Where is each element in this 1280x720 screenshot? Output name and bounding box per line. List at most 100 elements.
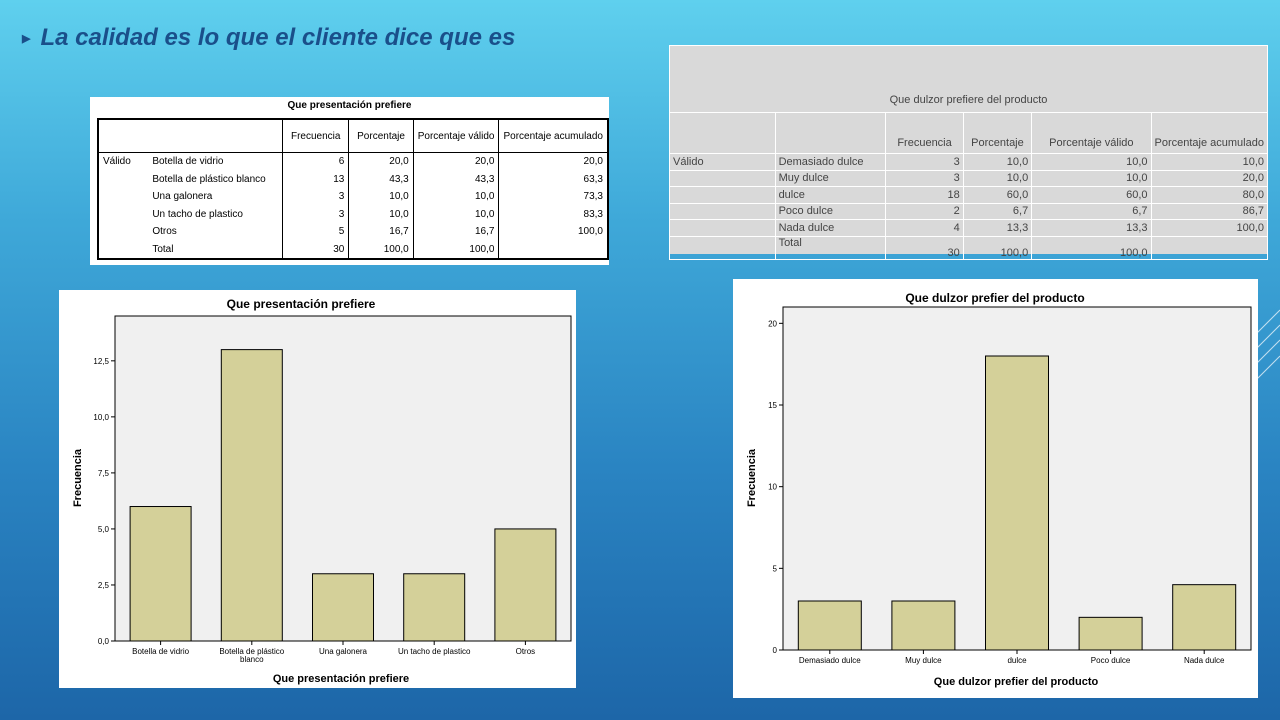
table1-cell: 20,0 xyxy=(348,152,414,171)
table2-cell: 100,0 xyxy=(962,235,1033,260)
table2-cell: 10,0 xyxy=(962,169,1033,187)
table2-cell: 4 xyxy=(885,219,964,237)
table2-cell: 100,0 xyxy=(1150,219,1268,237)
table-row: Total 30 100,0 100,0 xyxy=(98,240,608,259)
table2-cell: 2 xyxy=(885,202,964,220)
bar xyxy=(129,506,192,642)
table-row: Poco dulce 2 6,7 6,7 86,7 xyxy=(669,202,1268,220)
table2-row-label: Poco dulce xyxy=(774,202,887,220)
sweetness-bar-chart: Que dulzor prefier del producto Que dulz… xyxy=(733,279,1258,698)
table2-cell: 6,7 xyxy=(962,202,1033,220)
table2-cell: 18 xyxy=(885,186,964,204)
table-row: Válido Botella de vidrio 6 20,0 20,0 20,… xyxy=(98,152,608,171)
table1-row-label: Total xyxy=(152,243,174,255)
x-axis-label: Que presentación prefiere xyxy=(273,673,409,685)
table2-cell: 10,0 xyxy=(1031,153,1152,171)
table2-row-label: Nada dulce xyxy=(774,219,887,237)
table1-cell: 30 xyxy=(282,240,349,259)
table1-cell: 83,3 xyxy=(498,205,608,223)
y-tick-label: 0,0 xyxy=(98,637,110,646)
x-tick-label: Botella de plástico xyxy=(219,647,284,656)
table1-cell: 10,0 xyxy=(412,205,499,223)
table1-row-label: Un tacho de plastico xyxy=(152,208,243,220)
x-axis-label: Que dulzor prefier del producto xyxy=(934,676,1099,688)
x-tick-label: Nada dulce xyxy=(1184,656,1225,665)
table1-cell: 6 xyxy=(282,152,349,171)
x-tick-label: Poco dulce xyxy=(1091,656,1131,665)
table1-title: Que presentación prefiere xyxy=(287,100,412,111)
sweetness-chart-svg: Que dulzor prefier del producto Que dulz… xyxy=(746,291,1252,688)
table2-header-row: Frecuencia Porcentaje Porcentaje válido … xyxy=(669,112,1268,154)
x-tick-label: Demasiado dulce xyxy=(799,656,861,665)
bar xyxy=(1172,584,1237,651)
table2-row-label: Muy dulce xyxy=(774,169,887,187)
x-tick-label: dulce xyxy=(1007,656,1027,665)
table2-grid: Que dulzor prefiere del producto Frecuen… xyxy=(669,45,1268,260)
table2-cell: 100,0 xyxy=(1031,235,1152,260)
x-tick-label: Otros xyxy=(516,647,536,656)
table2-cell: 13,3 xyxy=(1031,219,1152,237)
y-tick-label: 20 xyxy=(768,319,777,328)
table1-cell: 3 xyxy=(282,188,349,206)
table1-cell: 100,0 xyxy=(412,240,499,259)
table1-group-label: Válido xyxy=(98,152,149,171)
x-tick-label: Botella de vidrio xyxy=(132,647,189,656)
table1-cell: 16,7 xyxy=(412,223,499,241)
x-tick-label: Muy dulce xyxy=(905,656,942,665)
table2-header: Porcentaje acumulado xyxy=(1150,112,1268,154)
table2-cell: 10,0 xyxy=(1031,169,1152,187)
table1-cell: 16,7 xyxy=(348,223,414,241)
table1-cell: 73,3 xyxy=(498,188,608,206)
table2-title: Que dulzor prefiere del producto xyxy=(669,45,1268,113)
chart-title: Que presentación prefiere xyxy=(227,297,376,311)
sweetness-frequency-table: Que dulzor prefiere del producto Frecuen… xyxy=(669,45,1268,260)
bar xyxy=(797,600,862,651)
bar xyxy=(494,528,557,642)
table1-row-label: Botella de plástico blanco xyxy=(152,173,266,185)
presentation-frequency-table: Que presentación prefiere Frecuencia Por… xyxy=(90,97,609,265)
table1-header: Frecuencia xyxy=(282,119,349,153)
table1-cell: 10,0 xyxy=(348,188,414,206)
table1-header-row: Frecuencia Porcentaje Porcentaje válido … xyxy=(98,119,608,153)
table2-header: Frecuencia xyxy=(885,112,964,154)
table2-row-label: Demasiado dulce xyxy=(774,153,887,171)
table-row: Válido Demasiado dulce 3 10,0 10,0 10,0 xyxy=(669,153,1268,171)
headline-text: La calidad es lo que el cliente dice que… xyxy=(40,24,516,51)
bar xyxy=(403,573,466,642)
table2-cell xyxy=(1150,235,1268,260)
table-row: Otros 5 16,7 16,7 100,0 xyxy=(98,223,608,241)
table1-cell: 13 xyxy=(282,170,349,188)
table2-cell: 86,7 xyxy=(1150,202,1268,220)
y-tick-label: 7,5 xyxy=(98,469,110,478)
table1-cell: 5 xyxy=(282,223,349,241)
bullet-arrow-icon: ▶ xyxy=(22,32,31,45)
y-tick-label: 10,0 xyxy=(93,413,109,422)
table1-cell: 100,0 xyxy=(348,240,414,259)
table1-cell: 43,3 xyxy=(412,170,499,188)
table1-header: Porcentaje válido xyxy=(412,119,499,153)
bar xyxy=(312,573,374,642)
table1-cell xyxy=(498,240,608,259)
y-axis-label: Frecuencia xyxy=(746,448,758,507)
table2-row-label: Total xyxy=(774,235,887,260)
table2-row-label: dulce xyxy=(774,186,887,204)
y-tick-label: 15 xyxy=(768,401,777,410)
table2-cell: 60,0 xyxy=(962,186,1033,204)
y-tick-label: 0 xyxy=(773,646,778,655)
table-row: Un tacho de plastico 3 10,0 10,0 83,3 xyxy=(98,205,608,223)
table-row: Muy dulce 3 10,0 10,0 20,0 xyxy=(669,169,1268,187)
table2-cell: 6,7 xyxy=(1031,202,1152,220)
table-row: Total 30 100,0 100,0 xyxy=(669,235,1268,260)
table1-cell: 20,0 xyxy=(498,152,608,171)
table1-cell: 43,3 xyxy=(348,170,414,188)
table1-cell: 63,3 xyxy=(498,170,608,188)
table2-cell: 80,0 xyxy=(1150,186,1268,204)
bar xyxy=(985,355,1049,651)
x-tick-label: Una galonera xyxy=(319,647,368,656)
table-row: Nada dulce 4 13,3 13,3 100,0 xyxy=(669,219,1268,237)
table2-cell: 10,0 xyxy=(962,153,1033,171)
y-tick-label: 5 xyxy=(773,564,778,573)
bar xyxy=(1078,616,1143,651)
table2-header: Porcentaje xyxy=(962,112,1033,154)
y-tick-label: 2,5 xyxy=(98,581,110,590)
